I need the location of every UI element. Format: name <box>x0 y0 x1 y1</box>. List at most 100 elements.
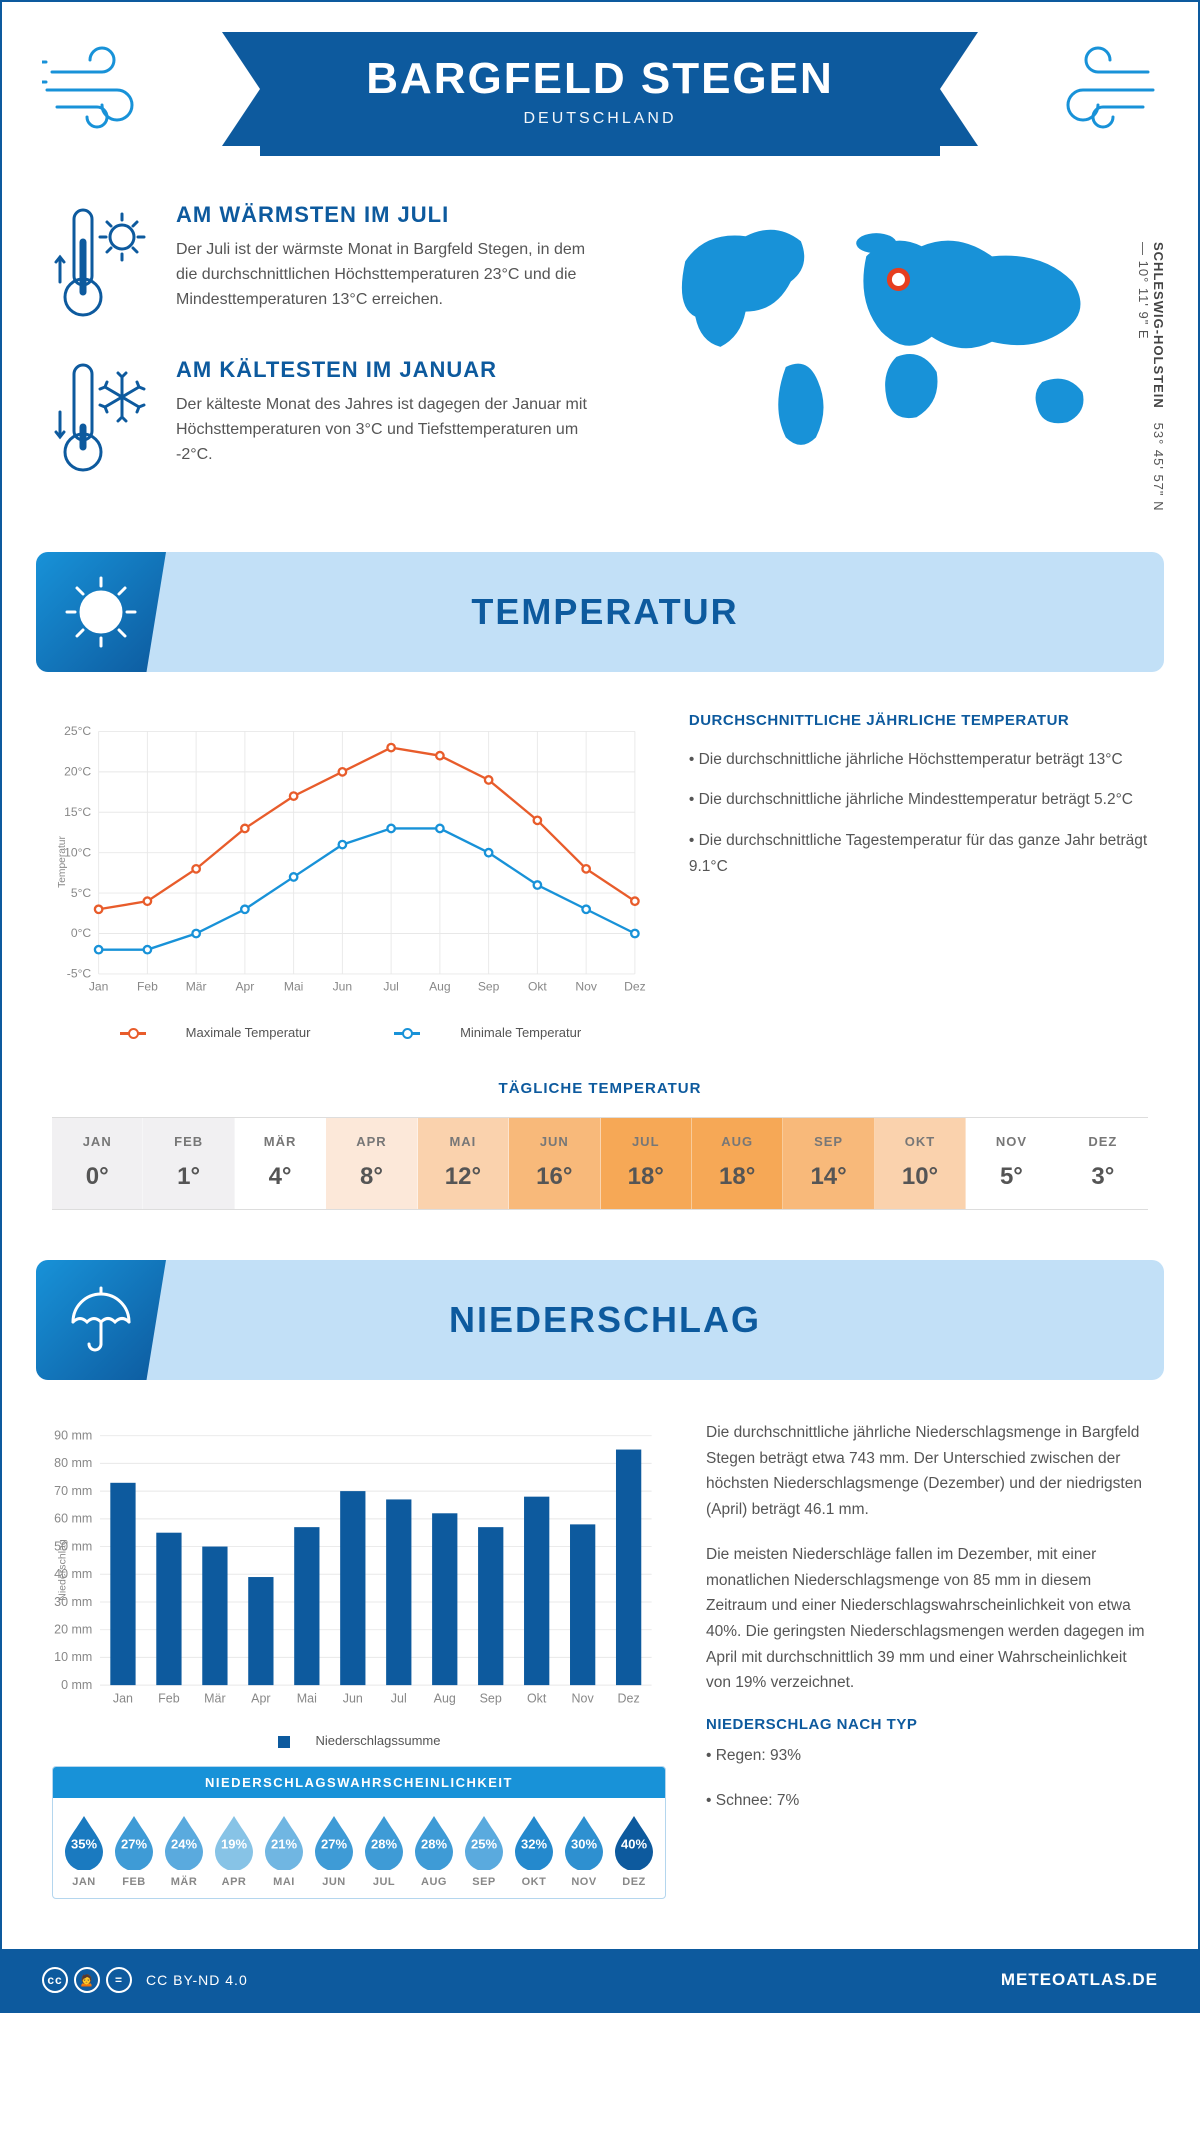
thermometer-cold-icon <box>52 357 152 482</box>
daily-temp-cell: JUL18° <box>601 1118 692 1209</box>
bar-chart-legend: Niederschlagssumme <box>52 1733 666 1748</box>
svg-text:Apr: Apr <box>251 1691 270 1705</box>
daily-temp-cell: APR8° <box>326 1118 417 1209</box>
svg-text:70 mm: 70 mm <box>54 1484 92 1498</box>
precip-prob-drop: 27%JUN <box>311 1812 357 1888</box>
svg-text:15°C: 15°C <box>64 805 91 819</box>
thermometer-hot-icon <box>52 202 152 327</box>
daily-temp-cell: JAN0° <box>52 1118 143 1209</box>
daily-temp-cell: MÄR4° <box>235 1118 326 1209</box>
daily-temp-cell: NOV5° <box>966 1118 1057 1209</box>
page-title: BARGFELD STEGEN <box>290 54 910 104</box>
svg-text:10°C: 10°C <box>64 845 91 859</box>
precip-prob-drop: 21%MAI <box>261 1812 307 1888</box>
fact-coldest-title: AM KÄLTESTEN IM JANUAR <box>176 357 605 383</box>
precipitation-info: Die durchschnittliche jährliche Niedersc… <box>706 1420 1148 1899</box>
svg-text:Okt: Okt <box>527 1691 547 1705</box>
daily-temp-cell: AUG18° <box>692 1118 783 1209</box>
svg-text:Feb: Feb <box>158 1691 180 1705</box>
cc-icons: cc 🙍 = <box>42 1967 132 1993</box>
wind-icon <box>1038 42 1158 132</box>
daily-temp-cell: SEP14° <box>783 1118 874 1209</box>
footer: cc 🙍 = CC BY-ND 4.0 METEOATLAS.DE <box>2 1949 1198 2011</box>
fact-warmest-text: Der Juli ist der wärmste Monat in Bargfe… <box>176 238 605 312</box>
daily-temp-cell: FEB1° <box>143 1118 234 1209</box>
precipitation-bar-chart: 0 mm10 mm20 mm30 mm40 mm50 mm60 mm70 mm8… <box>52 1420 666 1748</box>
svg-text:0°C: 0°C <box>71 926 92 940</box>
daily-temp-cell: MAI12° <box>418 1118 509 1209</box>
svg-text:90 mm: 90 mm <box>54 1429 92 1443</box>
nd-icon: = <box>106 1967 132 1993</box>
svg-text:Mai: Mai <box>284 980 304 994</box>
temperature-line-chart: -5°C 0°C 5°C 10°C 15°C 20°C 25°C Jan Feb Mär Apr Ma… <box>52 712 649 1040</box>
svg-text:Niederschlag: Niederschlag <box>56 1539 68 1601</box>
site-label: METEOATLAS.DE <box>1001 1970 1158 1990</box>
svg-text:10 mm: 10 mm <box>54 1650 92 1664</box>
fact-coldest-text: Der kälteste Monat des Jahres ist dagege… <box>176 393 605 467</box>
svg-text:Sep: Sep <box>478 980 500 994</box>
precip-prob-drop: 27%FEB <box>111 1812 157 1888</box>
precip-prob-drop: 28%AUG <box>411 1812 457 1888</box>
svg-text:Mai: Mai <box>297 1691 317 1705</box>
svg-text:60 mm: 60 mm <box>54 1512 92 1526</box>
svg-text:0 mm: 0 mm <box>61 1678 92 1692</box>
svg-text:Dez: Dez <box>624 980 646 994</box>
svg-text:80 mm: 80 mm <box>54 1456 92 1470</box>
precip-prob-drop: 40%DEZ <box>611 1812 657 1888</box>
svg-text:20°C: 20°C <box>64 765 91 779</box>
title-ribbon: BARGFELD STEGEN DEUTSCHLAND <box>260 32 940 156</box>
svg-text:Nov: Nov <box>575 980 597 994</box>
section-title-niederschlag: NIEDERSCHLAG <box>166 1299 1164 1341</box>
umbrella-icon <box>36 1260 166 1380</box>
sun-icon <box>36 552 166 672</box>
fact-warmest-title: AM WÄRMSTEN IM JULI <box>176 202 605 228</box>
svg-text:Mär: Mär <box>186 980 207 994</box>
svg-text:Okt: Okt <box>528 980 547 994</box>
precip-prob-drop: 24%MÄR <box>161 1812 207 1888</box>
license-label: CC BY-ND 4.0 <box>146 1972 248 1988</box>
daily-temp-cell: JUN16° <box>509 1118 600 1209</box>
svg-text:Dez: Dez <box>618 1691 640 1705</box>
coordinates: SCHLESWIG-HOLSTEIN 53° 45' 57" N — 10° 1… <box>1136 242 1166 512</box>
svg-text:Jan: Jan <box>113 1691 133 1705</box>
svg-text:-5°C: -5°C <box>67 967 92 981</box>
svg-text:Jul: Jul <box>391 1691 407 1705</box>
svg-text:Feb: Feb <box>137 980 158 994</box>
precip-prob-drop: 25%SEP <box>461 1812 507 1888</box>
cc-icon: cc <box>42 1967 68 1993</box>
svg-text:Sep: Sep <box>480 1691 502 1705</box>
daily-temp-cell: DEZ3° <box>1058 1118 1148 1209</box>
section-title-temperatur: TEMPERATUR <box>166 591 1164 633</box>
svg-text:Aug: Aug <box>429 980 451 994</box>
page-subtitle: DEUTSCHLAND <box>290 110 910 128</box>
precip-prob-drop: 35%JAN <box>61 1812 107 1888</box>
fact-warmest: AM WÄRMSTEN IM JULI Der Juli ist der wär… <box>52 202 605 327</box>
world-map <box>645 202 1148 462</box>
fact-coldest: AM KÄLTESTEN IM JANUAR Der kälteste Mona… <box>52 357 605 482</box>
svg-text:Jun: Jun <box>343 1691 363 1705</box>
precipitation-probability-box: NIEDERSCHLAGSWAHRSCHEINLICHKEIT 35%JAN27… <box>52 1766 666 1899</box>
svg-text:Temperatur: Temperatur <box>57 835 68 887</box>
precip-prob-drop: 30%NOV <box>561 1812 607 1888</box>
line-chart-legend: Maximale Temperatur Minimale Temperatur <box>52 1025 649 1040</box>
precip-prob-drop: 19%APR <box>211 1812 257 1888</box>
svg-text:Jun: Jun <box>333 980 353 994</box>
svg-text:Nov: Nov <box>572 1691 595 1705</box>
wind-icon <box>42 42 162 132</box>
svg-text:Jul: Jul <box>383 980 398 994</box>
daily-temp-cell: OKT10° <box>875 1118 966 1209</box>
header: BARGFELD STEGEN DEUTSCHLAND <box>2 2 1198 182</box>
precip-prob-drop: 28%JUL <box>361 1812 407 1888</box>
svg-text:Aug: Aug <box>434 1691 456 1705</box>
svg-text:Mär: Mär <box>204 1691 225 1705</box>
svg-text:Jan: Jan <box>89 980 109 994</box>
svg-text:Apr: Apr <box>235 980 254 994</box>
infographic-page: BARGFELD STEGEN DEUTSCHLAND AM WÄRMSTEN … <box>0 0 1200 2013</box>
precip-prob-drop: 32%OKT <box>511 1812 557 1888</box>
svg-text:25°C: 25°C <box>64 724 91 738</box>
svg-text:20 mm: 20 mm <box>54 1623 92 1637</box>
summary-row: AM WÄRMSTEN IM JULI Der Juli ist der wär… <box>2 182 1198 552</box>
svg-text:5°C: 5°C <box>71 886 92 900</box>
by-icon: 🙍 <box>74 1967 100 1993</box>
section-bar-temperatur: TEMPERATUR <box>36 552 1164 672</box>
